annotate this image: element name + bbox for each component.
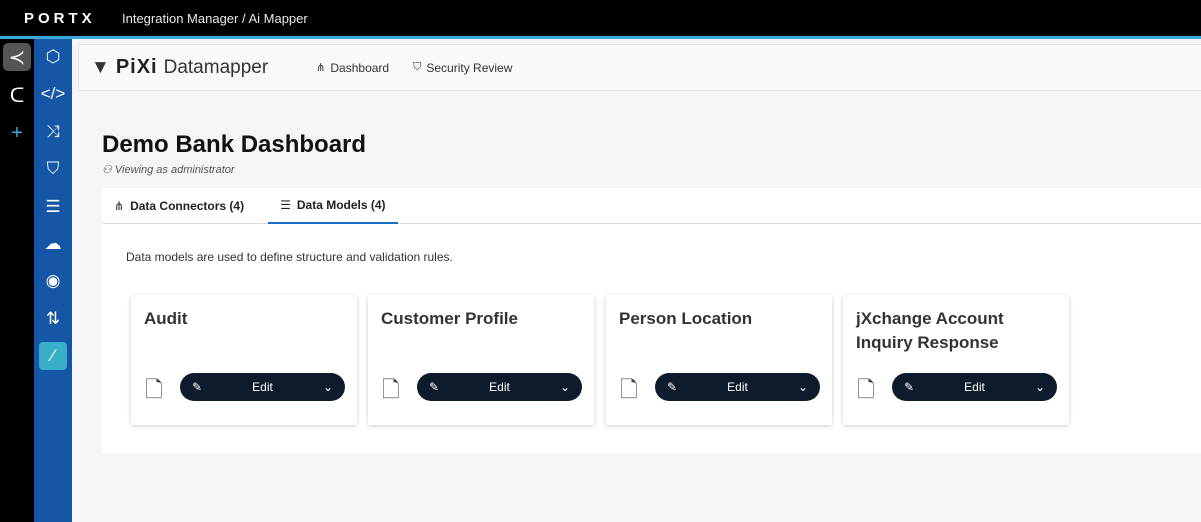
edit-button[interactable]: ✎ Edit ⌄ xyxy=(892,373,1057,401)
pencil-icon: ✎ xyxy=(667,380,678,394)
tab-data-connectors[interactable]: ⋔ Data Connectors (4) xyxy=(114,188,256,224)
brand[interactable]: ▼ PiXi Datamapper xyxy=(91,56,268,79)
app-rail: ≺ ᑕ + xyxy=(0,39,34,522)
chevron-down-icon[interactable]: ⌄ xyxy=(1034,380,1045,394)
model-card[interactable]: Customer Profile 🗋 ✎ Edit ⌄ xyxy=(368,295,594,425)
document-icon: 🗋 xyxy=(620,377,638,402)
magic-wand-icon[interactable]: ⁄ xyxy=(39,342,67,371)
edit-button[interactable]: ✎ Edit ⌄ xyxy=(180,373,345,401)
card-title: jXchange Account Inquiry Response xyxy=(856,309,1004,352)
shuffle-icon[interactable]: ⤨ xyxy=(46,121,60,141)
edit-button[interactable]: ✎ Edit ⌄ xyxy=(655,373,820,401)
pencil-icon: ✎ xyxy=(904,380,915,394)
tab-label: Data Connectors (4) xyxy=(130,199,245,213)
card-title: Audit xyxy=(144,309,188,328)
content-panel: ⋔ Data Connectors (4) ☰ Data Models (4) Da… xyxy=(102,188,1201,453)
chevron-down-icon[interactable]: ⌄ xyxy=(797,380,808,394)
edit-label: Edit xyxy=(964,380,985,394)
code-icon[interactable]: </> xyxy=(40,84,66,104)
settings-hex-icon[interactable]: ⬡ xyxy=(45,47,61,66)
model-card[interactable]: jXchange Account Inquiry Response 🗋 ✎ Edi… xyxy=(843,295,1069,425)
page-subtitle: ⚇ Viewing as administrator xyxy=(102,163,235,176)
sidebar: ⬡ </> ⤨ ⛉ ☰ ☁ ◉ ⇅ ⁄ xyxy=(34,39,72,522)
pencil-icon: ✎ xyxy=(192,380,203,394)
tab-bar: ⋔ Data Connectors (4) ☰ Data Models (4) xyxy=(102,188,1201,224)
edit-label: Edit xyxy=(252,380,273,394)
top-bar: PORTX Integration Manager / Ai Mapper xyxy=(0,0,1201,36)
nav-security-review[interactable]: ⛉ Security Review xyxy=(413,61,512,75)
tab-label: Data Models (4) xyxy=(296,198,386,212)
model-card[interactable]: Person Location 🗋 ✎ Edit ⌄ xyxy=(606,295,832,425)
document-icon: 🗋 xyxy=(382,377,400,402)
list-icon[interactable]: ☰ xyxy=(45,196,61,216)
subtitle-text: Viewing as administrator xyxy=(114,164,235,176)
breadcrumb: Integration Manager / Ai Mapper xyxy=(122,10,308,26)
portx-app-icon[interactable]: ≺ xyxy=(3,43,31,71)
hierarchy-icon: ⋔ xyxy=(316,62,326,74)
database-icon: ☰ xyxy=(280,198,291,212)
tab-data-models[interactable]: ☰ Data Models (4) xyxy=(268,188,398,224)
shield-icon: ⛉ xyxy=(413,61,422,73)
edit-button[interactable]: ✎ Edit ⌄ xyxy=(417,373,582,401)
document-icon: 🗋 xyxy=(857,377,875,402)
nav-label: Dashboard xyxy=(330,60,390,75)
plus-icon[interactable]: + xyxy=(11,121,23,144)
pixi-logo-icon: ▼ xyxy=(91,56,110,78)
card-title: Customer Profile xyxy=(381,309,518,328)
cloud-upload-icon[interactable]: ☁ xyxy=(44,233,62,253)
brand-name: PiXi xyxy=(115,56,158,78)
card-title: Person Location xyxy=(619,309,753,328)
edit-label: Edit xyxy=(727,380,748,394)
portx-logo[interactable]: PORTX xyxy=(24,9,96,27)
pencil-icon: ✎ xyxy=(429,380,440,394)
edit-label: Edit xyxy=(489,380,510,394)
document-icon: 🗋 xyxy=(145,377,163,402)
app-header: ▼ PiXi Datamapper ⋔ Dashboard ⛉ Security… xyxy=(78,44,1201,91)
accent-line xyxy=(0,36,1201,39)
product-name: Datamapper xyxy=(163,56,269,78)
page-title: Demo Bank Dashboard xyxy=(102,131,367,158)
eye-icon[interactable]: ◉ xyxy=(45,271,61,291)
user-edit-icon: ⚇ xyxy=(102,164,115,176)
nav-dashboard[interactable]: ⋔ Dashboard xyxy=(316,61,389,75)
chevron-down-icon[interactable]: ⌄ xyxy=(322,380,333,394)
description: Data models are used to define structure… xyxy=(126,250,453,264)
nav-label: Security Review xyxy=(426,60,513,75)
shield-check-icon[interactable]: ⛉ xyxy=(46,159,60,179)
connect-app-icon[interactable]: ᑕ xyxy=(9,84,25,107)
pull-request-icon[interactable]: ⇅ xyxy=(45,308,61,328)
chevron-down-icon[interactable]: ⌄ xyxy=(559,380,570,394)
hierarchy-icon: ⋔ xyxy=(114,199,125,213)
model-card[interactable]: Audit 🗋 ✎ Edit ⌄ xyxy=(131,295,357,425)
